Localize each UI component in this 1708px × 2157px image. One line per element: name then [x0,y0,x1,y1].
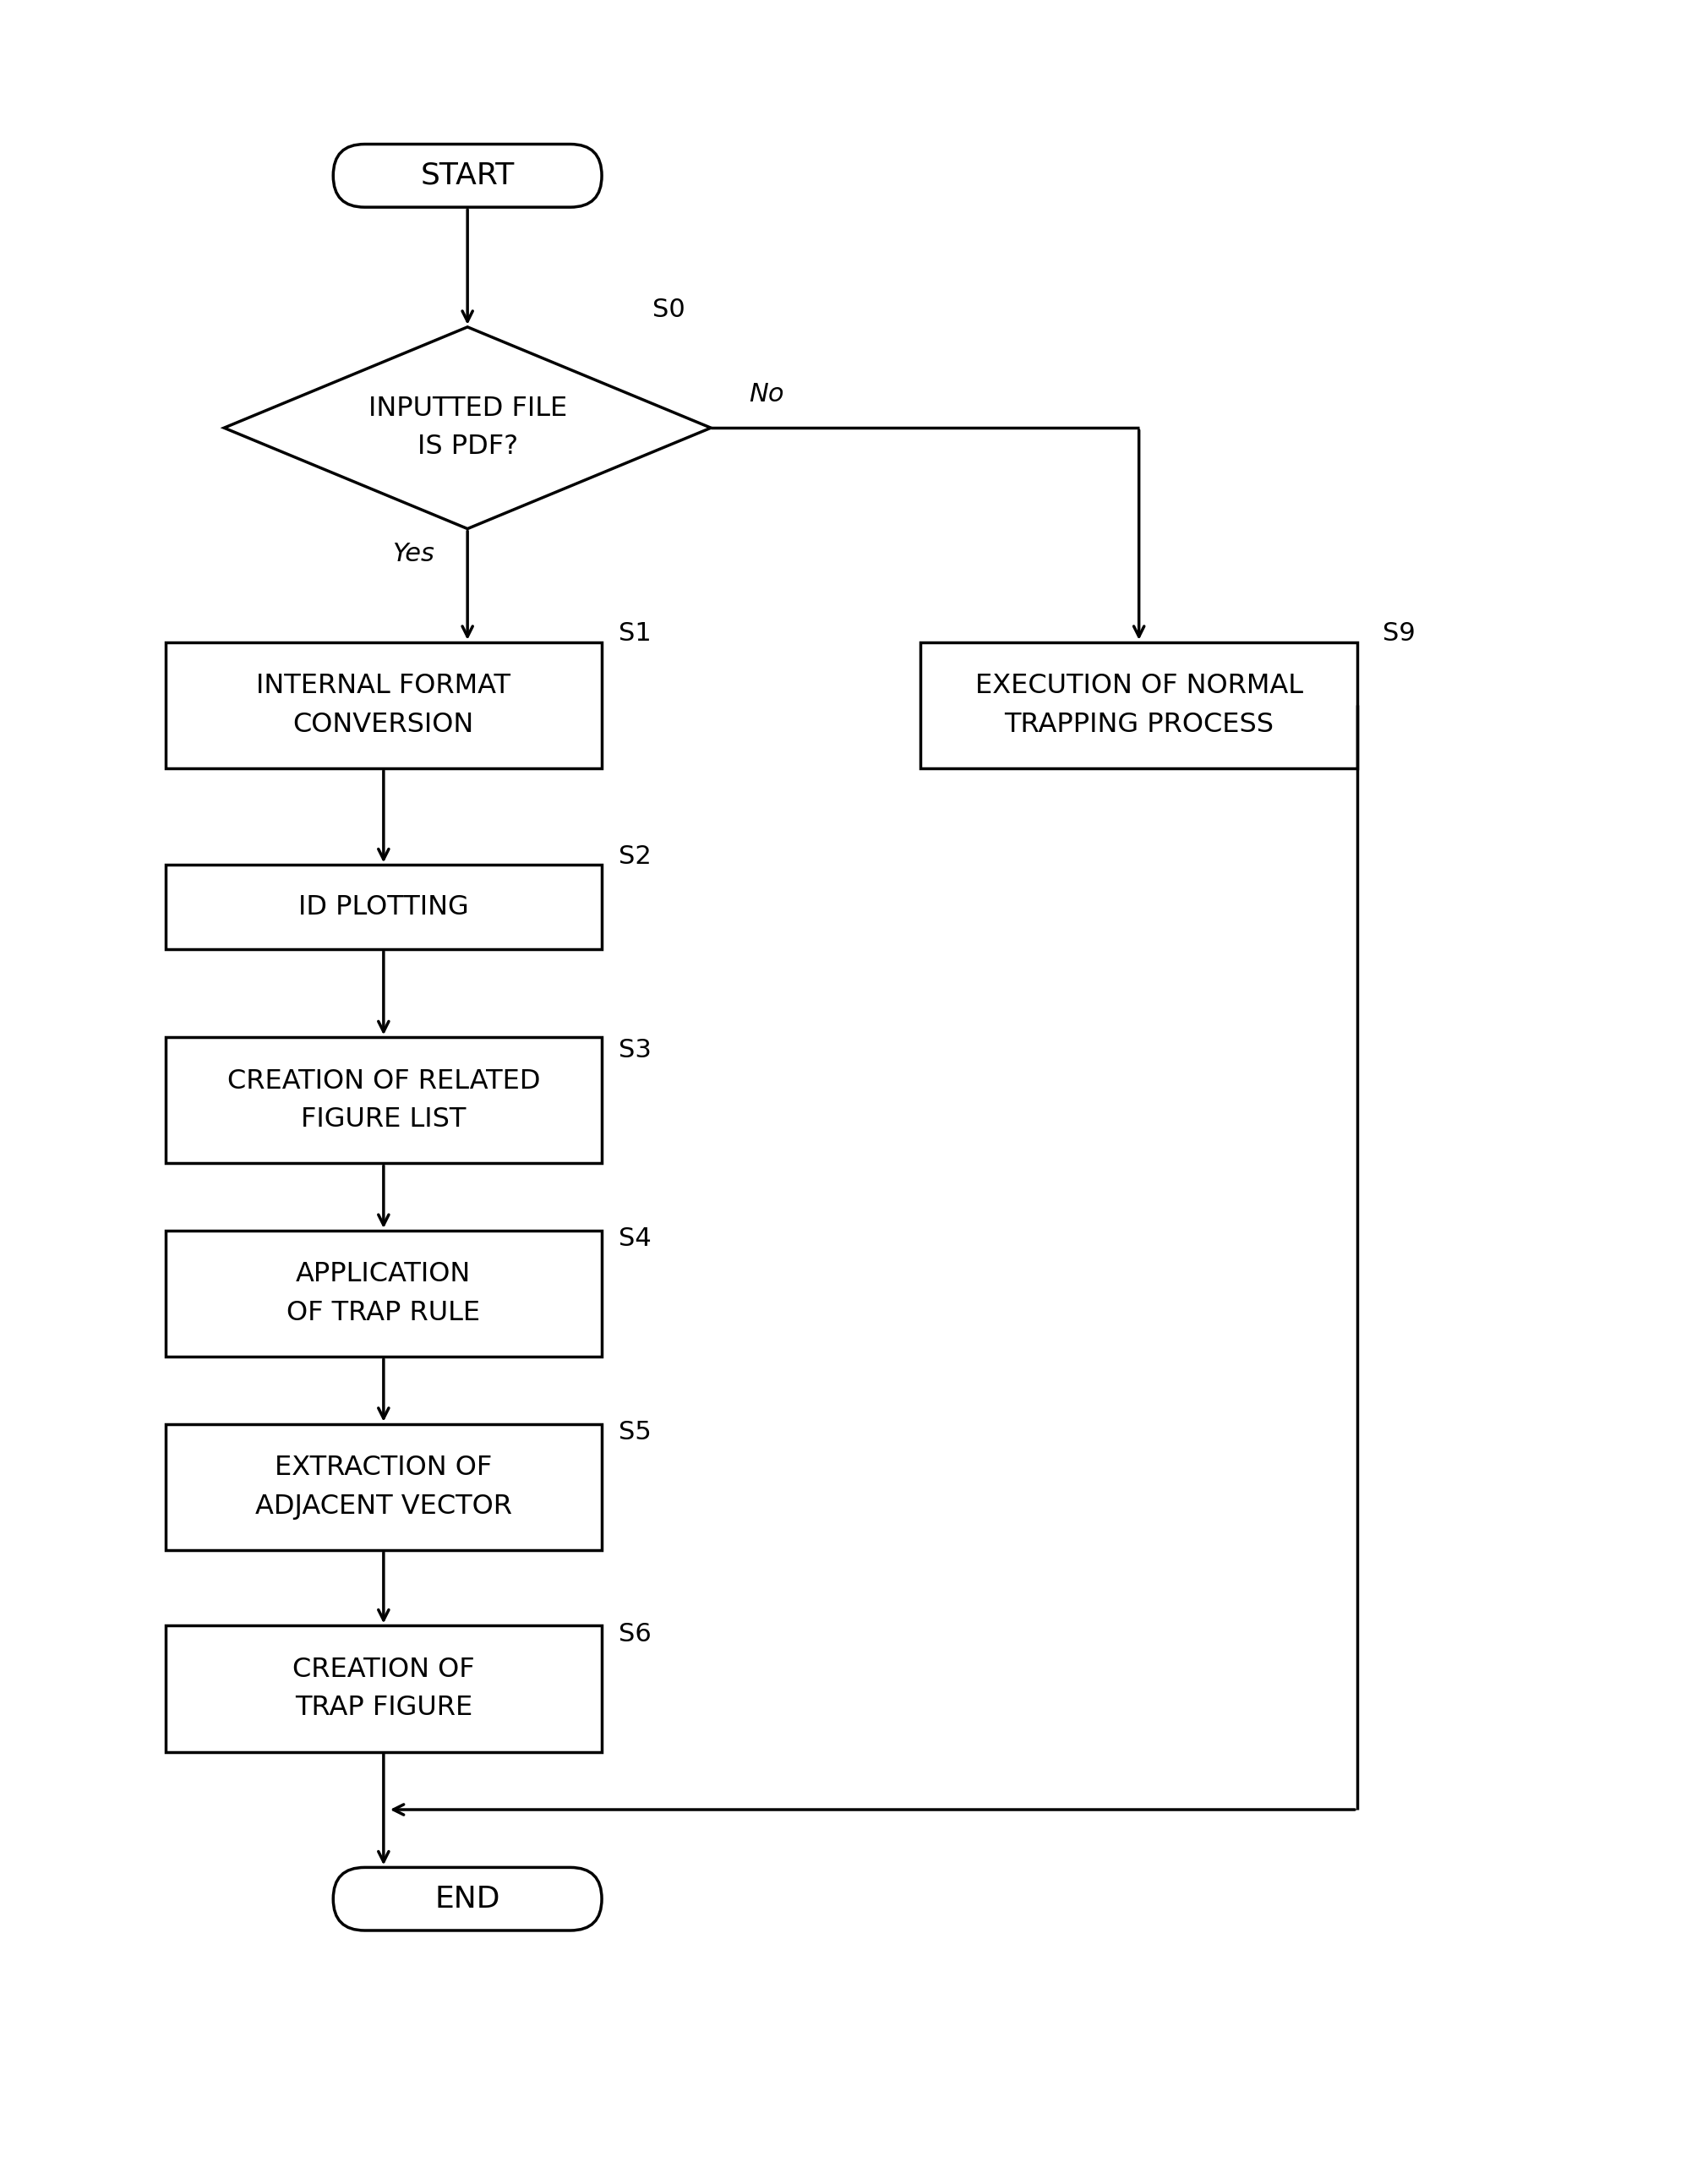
Text: START: START [420,162,514,190]
FancyBboxPatch shape [921,643,1358,768]
Polygon shape [224,328,711,528]
Text: S3: S3 [618,1038,651,1061]
FancyBboxPatch shape [166,1038,601,1163]
FancyBboxPatch shape [333,1868,601,1931]
Text: S0: S0 [652,298,685,321]
Text: S2: S2 [618,843,651,869]
Text: EXTRACTION OF
ADJACENT VECTOR: EXTRACTION OF ADJACENT VECTOR [254,1454,512,1519]
Text: CREATION OF
TRAP FIGURE: CREATION OF TRAP FIGURE [292,1657,475,1721]
Text: INTERNAL FORMAT
CONVERSION: INTERNAL FORMAT CONVERSION [256,673,511,738]
Text: CREATION OF RELATED
FIGURE LIST: CREATION OF RELATED FIGURE LIST [227,1068,540,1132]
FancyBboxPatch shape [333,145,601,207]
Text: S1: S1 [618,621,651,647]
FancyBboxPatch shape [166,1232,601,1357]
Text: S9: S9 [1382,621,1416,647]
Text: APPLICATION
OF TRAP RULE: APPLICATION OF TRAP RULE [287,1262,480,1327]
Text: S4: S4 [618,1227,651,1251]
Text: Yes: Yes [391,541,434,565]
FancyBboxPatch shape [166,1626,601,1751]
Text: END: END [436,1885,500,1913]
Text: EXECUTION OF NORMAL
TRAPPING PROCESS: EXECUTION OF NORMAL TRAPPING PROCESS [975,673,1303,738]
FancyBboxPatch shape [166,643,601,768]
Text: No: No [748,382,784,406]
Text: S5: S5 [618,1419,651,1445]
Text: ID PLOTTING: ID PLOTTING [299,893,468,921]
FancyBboxPatch shape [166,865,601,949]
Text: S6: S6 [618,1622,651,1646]
Text: INPUTTED FILE
IS PDF?: INPUTTED FILE IS PDF? [369,395,567,459]
FancyBboxPatch shape [166,1424,601,1551]
